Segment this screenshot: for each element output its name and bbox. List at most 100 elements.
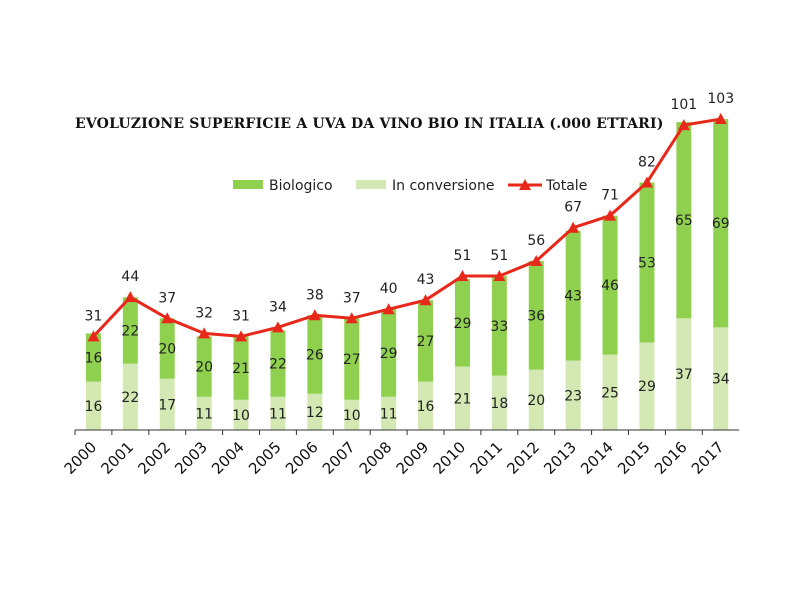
x-tick-label-2008: 2008 bbox=[356, 438, 396, 478]
totale-line-layer bbox=[87, 113, 727, 342]
bar-biologico-2003 bbox=[196, 336, 212, 397]
label-conversione-2017: 34 bbox=[712, 372, 730, 388]
totale-marker-2009 bbox=[419, 294, 432, 306]
chart-title: EVOLUZIONE SUPERFICIE A UVA DA VINO BIO … bbox=[75, 116, 664, 132]
totale-marker-2017 bbox=[714, 113, 727, 125]
bar-conversione-2005 bbox=[270, 396, 286, 430]
label-conversione-2010: 21 bbox=[454, 391, 472, 407]
label-biologico-2015: 53 bbox=[638, 255, 656, 271]
label-totale-2004: 31 bbox=[232, 308, 250, 324]
x-tick-label-2015: 2015 bbox=[614, 438, 654, 478]
label-conversione-2000: 16 bbox=[85, 399, 103, 415]
label-biologico-2012: 36 bbox=[527, 308, 545, 324]
bar-biologico-2017 bbox=[713, 119, 729, 328]
x-tick-label-2000: 2000 bbox=[61, 438, 101, 478]
label-conversione-2014: 25 bbox=[601, 385, 619, 401]
totale-marker-2001 bbox=[124, 291, 137, 303]
label-totale-2002: 37 bbox=[158, 290, 176, 306]
totale-marker-2007 bbox=[345, 312, 358, 324]
bar-biologico-2008 bbox=[381, 309, 397, 397]
x-tick-label-2001: 2001 bbox=[97, 438, 137, 478]
bar-biologico-2009 bbox=[418, 300, 434, 382]
label-totale-2013: 67 bbox=[564, 200, 582, 216]
x-tick-label-2006: 2006 bbox=[282, 438, 322, 478]
totale-marker-2006 bbox=[308, 309, 321, 321]
bar-conversione-2013 bbox=[565, 360, 581, 430]
legend-swatch-biologico bbox=[233, 180, 263, 189]
totale-marker-2008 bbox=[382, 303, 395, 315]
label-conversione-2011: 18 bbox=[490, 396, 508, 412]
bar-conversione-2015 bbox=[639, 342, 655, 430]
totale-marker-2011 bbox=[493, 270, 506, 282]
label-conversione-2003: 11 bbox=[195, 406, 213, 422]
totale-marker-2003 bbox=[198, 327, 211, 339]
label-totale-2003: 32 bbox=[195, 305, 213, 321]
label-biologico-2008: 29 bbox=[380, 346, 398, 362]
bar-conversione-2006 bbox=[307, 393, 323, 430]
bar-biologico-2014 bbox=[602, 215, 618, 355]
label-totale-2001: 44 bbox=[121, 269, 139, 285]
label-conversione-2013: 23 bbox=[564, 388, 582, 404]
totale-marker-2000 bbox=[87, 330, 100, 342]
label-totale-2015: 82 bbox=[638, 154, 656, 170]
legend-swatch-conversione bbox=[356, 180, 386, 189]
label-totale-2014: 71 bbox=[601, 188, 619, 204]
totale-marker-2016 bbox=[677, 119, 690, 131]
x-tick-label-2010: 2010 bbox=[430, 438, 470, 478]
bar-conversione-2007 bbox=[344, 399, 360, 430]
label-totale-2011: 51 bbox=[490, 248, 508, 264]
totale-marker-2010 bbox=[456, 270, 469, 282]
x-tick-label-2017: 2017 bbox=[688, 438, 728, 478]
label-biologico-2011: 33 bbox=[490, 319, 508, 335]
label-totale-2006: 38 bbox=[306, 287, 324, 303]
label-totale-2009: 43 bbox=[417, 272, 435, 288]
bar-conversione-2002 bbox=[159, 378, 175, 430]
bar-conversione-2009 bbox=[418, 381, 434, 430]
totale-marker-2014 bbox=[604, 209, 617, 221]
label-conversione-2007: 10 bbox=[343, 408, 361, 424]
label-totale-2012: 56 bbox=[527, 233, 545, 249]
x-axis: 2000200120022003200420052006200720082009… bbox=[61, 429, 740, 478]
label-totale-2008: 40 bbox=[380, 281, 398, 297]
label-conversione-2006: 12 bbox=[306, 405, 324, 421]
x-tick-label-2003: 2003 bbox=[171, 438, 211, 478]
legend: Biologico In conversione Totale bbox=[233, 178, 587, 194]
label-conversione-2008: 11 bbox=[380, 406, 398, 422]
bar-biologico-2000 bbox=[85, 333, 101, 382]
bar-biologico-2016 bbox=[676, 122, 692, 319]
x-tick-label-2009: 2009 bbox=[393, 438, 433, 478]
label-biologico-2014: 46 bbox=[601, 278, 619, 294]
label-conversione-2009: 16 bbox=[417, 399, 435, 415]
totale-marker-2012 bbox=[530, 254, 543, 266]
totale-marker-2013 bbox=[567, 221, 580, 233]
label-totale-2005: 34 bbox=[269, 299, 287, 315]
label-conversione-2002: 17 bbox=[158, 397, 176, 413]
totale-marker-2002 bbox=[161, 312, 174, 324]
x-tick-label-2011: 2011 bbox=[466, 438, 506, 478]
label-conversione-2012: 20 bbox=[527, 393, 545, 409]
x-tick-label-2007: 2007 bbox=[319, 438, 359, 478]
bar-biologico-2006 bbox=[307, 315, 323, 394]
x-tick-label-2013: 2013 bbox=[540, 438, 580, 478]
bar-biologico-2015 bbox=[639, 182, 655, 343]
label-conversione-2015: 29 bbox=[638, 379, 656, 395]
x-tick-label-2014: 2014 bbox=[577, 438, 617, 478]
label-biologico-2017: 69 bbox=[712, 216, 730, 232]
totale-marker-2004 bbox=[235, 330, 248, 342]
label-biologico-2009: 27 bbox=[417, 334, 435, 350]
label-totale-2000: 31 bbox=[85, 308, 103, 324]
label-conversione-2004: 10 bbox=[232, 408, 250, 424]
label-totale-2016: 101 bbox=[670, 97, 697, 113]
bar-biologico-2001 bbox=[122, 297, 138, 364]
bar-biologico-2007 bbox=[344, 318, 360, 400]
legend-label-biologico: Biologico bbox=[269, 178, 333, 194]
x-tick-label-2016: 2016 bbox=[651, 438, 691, 478]
label-biologico-2002: 20 bbox=[158, 341, 176, 357]
label-biologico-2010: 29 bbox=[454, 316, 472, 332]
label-biologico-2003: 20 bbox=[195, 360, 213, 376]
legend-label-conversione: In conversione bbox=[392, 178, 494, 194]
x-tick-label-2004: 2004 bbox=[208, 438, 248, 478]
label-conversione-2016: 37 bbox=[675, 367, 693, 383]
bar-biologico-2010 bbox=[454, 279, 470, 367]
label-totale-2017: 103 bbox=[707, 91, 734, 107]
